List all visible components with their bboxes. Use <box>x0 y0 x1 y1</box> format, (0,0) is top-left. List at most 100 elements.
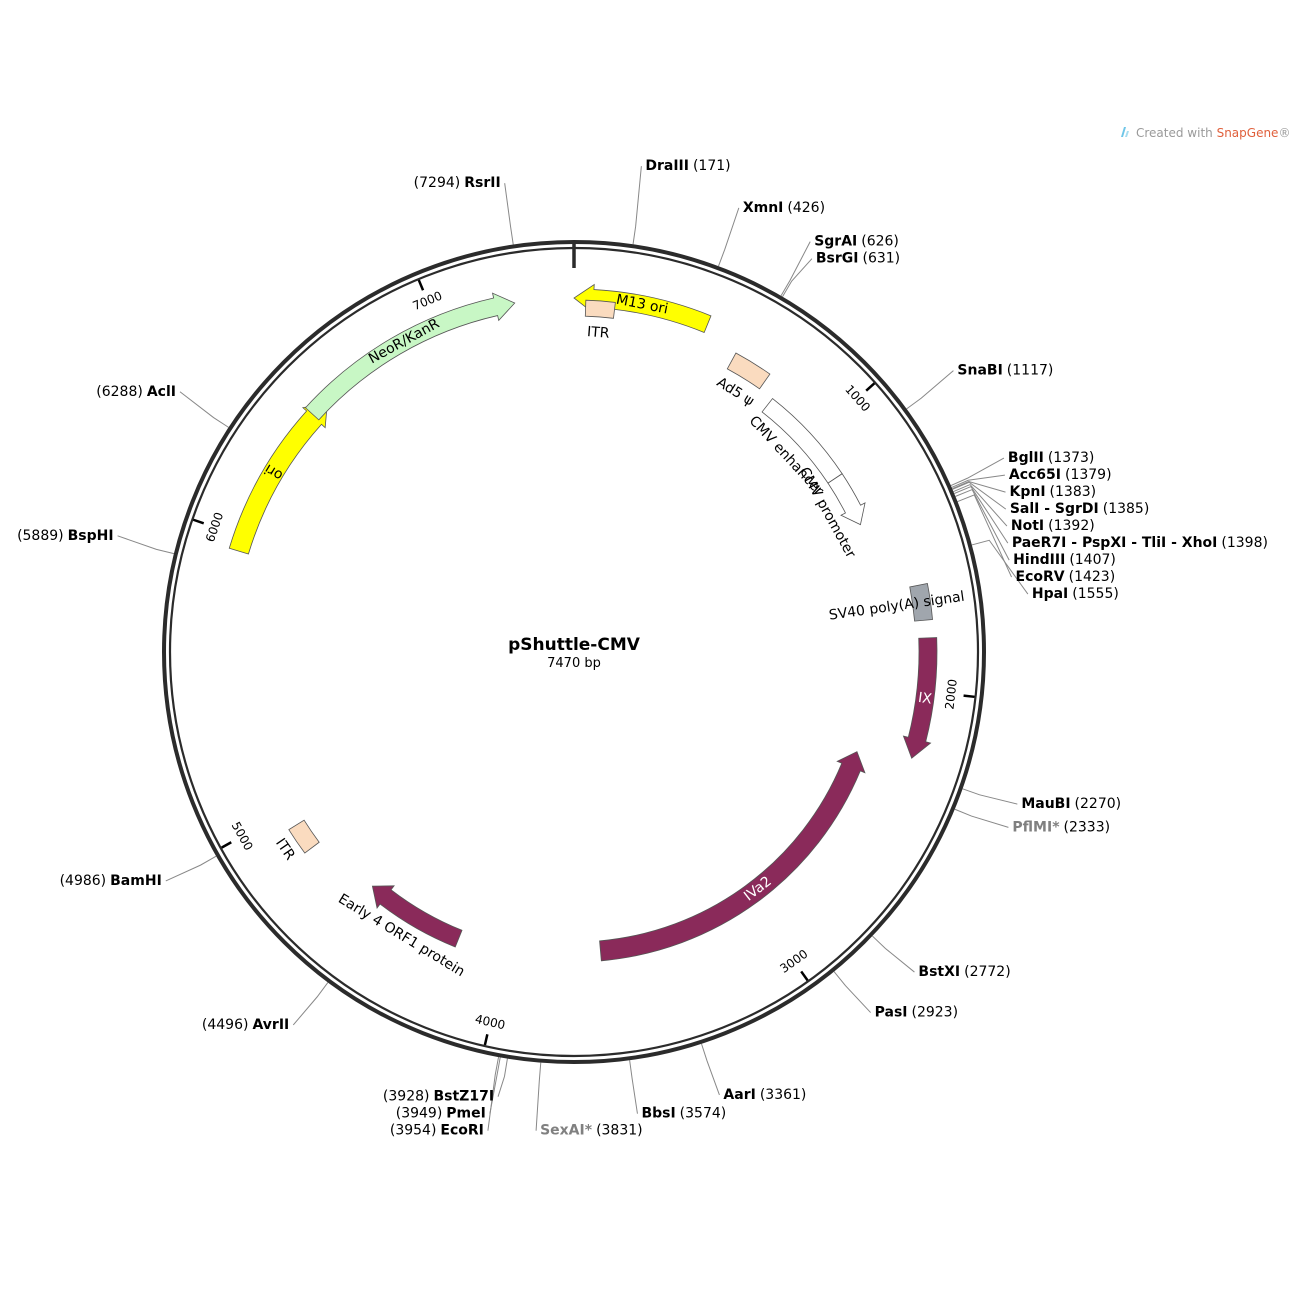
site-leader <box>951 474 1005 488</box>
feature-ori: ori <box>228 403 328 555</box>
site-name: XmnI <box>743 200 784 216</box>
site-label: (5889) BspHI <box>17 527 114 544</box>
snapgene-logo-icon <box>1118 126 1130 138</box>
site-position: (2270) <box>1075 796 1122 812</box>
site-label: HindIII (1407) <box>1013 551 1116 568</box>
site-position: (1383) <box>1050 484 1097 500</box>
feature-cmv-enhancer: CMV enhancer <box>746 397 843 499</box>
tick-mark <box>800 970 809 982</box>
feature-label: ITR <box>272 836 298 864</box>
feature-shape <box>902 637 938 759</box>
backbone-outer-ring <box>162 240 986 1064</box>
site-label: Acc65I (1379) <box>1009 466 1112 483</box>
site-leader <box>952 481 1006 493</box>
site-label: (3949) PmeI <box>396 1105 486 1122</box>
site-position: (3949) <box>396 1106 443 1122</box>
site-position: (626) <box>861 234 899 250</box>
feature-sv40-poly-a-signal: SV40 poly(A) signal <box>828 583 966 624</box>
feature-ad5-: Ad5 ψ <box>714 352 771 410</box>
site-label: PasI (2923) <box>875 1004 958 1021</box>
site-leader <box>632 166 642 245</box>
site-leader <box>872 935 915 973</box>
center-label: pShuttle-CMV 7470 bp <box>508 635 641 671</box>
site-label: BsrGI (631) <box>816 250 900 267</box>
site-position: (4496) <box>202 1017 249 1033</box>
site-position: (171) <box>693 158 731 174</box>
tick-label: 3000 <box>777 947 810 976</box>
feature-shape <box>599 751 866 962</box>
site-position: (1407) <box>1069 552 1116 568</box>
site-position: (1385) <box>1103 501 1150 517</box>
site-name: PflMI* <box>1012 819 1060 835</box>
site-position: (3831) <box>596 1123 643 1139</box>
snapgene-watermark: Created with SnapGene® <box>1118 126 1290 140</box>
site-position: (3361) <box>760 1087 807 1103</box>
tick-label: 4000 <box>474 1012 507 1032</box>
site-position: (1379) <box>1065 467 1112 483</box>
site-label: SalI - SgrDI (1385) <box>1010 500 1150 517</box>
tick-label: 7000 <box>411 289 445 314</box>
feature-iva2: IVa2 <box>599 751 866 962</box>
site-name: AarI <box>723 1087 755 1103</box>
tick-mark <box>483 1034 489 1046</box>
site-leader <box>952 481 1007 510</box>
site-position: (4986) <box>60 873 107 889</box>
site-name: SalI - SgrDI <box>1010 501 1099 517</box>
site-label: DraIII (171) <box>645 157 730 174</box>
site-leader <box>954 808 1009 828</box>
feature-shape <box>584 299 616 319</box>
site-name: NotI <box>1011 518 1044 534</box>
site-leader <box>165 855 217 882</box>
site-label: (6288) AclI <box>96 383 176 400</box>
site-position: (2923) <box>911 1005 958 1021</box>
site-name: MauBI <box>1021 796 1070 812</box>
site-position: (1392) <box>1048 518 1095 534</box>
feature-label: NeoR/KanR <box>366 316 443 368</box>
site-position: (5889) <box>17 528 64 544</box>
site-name: BstZ17I <box>433 1089 494 1105</box>
feature-shape <box>288 819 320 854</box>
site-leader <box>780 241 811 297</box>
site-name: AvrII <box>252 1017 289 1033</box>
site-position: (6288) <box>96 384 143 400</box>
site-position: (1555) <box>1072 586 1119 602</box>
site-label: (4986) BamHI <box>60 872 162 889</box>
site-name: PmeI <box>446 1106 486 1122</box>
site-label: EcoRV (1423) <box>1016 568 1116 585</box>
feature-itr: ITR <box>272 819 320 864</box>
site-labels: (7294) RsrII DraIII (171) XmnI (426) SgrAI … <box>17 157 1268 1139</box>
site-label: NotI (1392) <box>1011 517 1095 534</box>
site-label: PaeR7I - PspXI - TliI - XhoI (1398) <box>1012 534 1268 551</box>
site-leader <box>292 982 329 1026</box>
site-name: PaeR7I - PspXI - TliI - XhoI <box>1012 535 1218 551</box>
site-position: (1117) <box>1007 363 1054 379</box>
site-leader <box>782 258 813 297</box>
site-label: KpnI (1383) <box>1010 483 1097 500</box>
site-leader <box>962 788 1018 805</box>
site-leader <box>535 1062 542 1131</box>
site-name: DraIII <box>645 158 689 174</box>
feature-ix: IX <box>902 637 938 759</box>
site-leader <box>833 971 871 1013</box>
site-leader <box>179 391 229 428</box>
site-label: BstXI (2772) <box>918 963 1010 980</box>
site-label: AarI (3361) <box>723 1086 806 1103</box>
feature-shape <box>304 292 516 421</box>
feature-neor-kanr: NeoR/KanR <box>304 292 516 421</box>
site-label: (7294) RsrII <box>414 174 501 191</box>
feature-shape <box>827 473 866 526</box>
site-leader <box>955 488 1010 561</box>
site-position: (2333) <box>1064 819 1111 835</box>
site-label: PflMI* (2333) <box>1012 818 1110 835</box>
plasmid-backbone <box>162 240 986 1064</box>
site-label: BbsI (3574) <box>641 1105 726 1122</box>
site-name: SnaBI <box>957 363 1002 379</box>
site-label: (4496) AvrII <box>202 1016 289 1033</box>
site-label: HpaI (1555) <box>1032 585 1119 602</box>
site-name: SgrAI <box>814 234 857 250</box>
site-leader <box>497 1058 508 1097</box>
site-label: SexAI* (3831) <box>540 1122 643 1139</box>
site-name: AclI <box>147 384 176 400</box>
